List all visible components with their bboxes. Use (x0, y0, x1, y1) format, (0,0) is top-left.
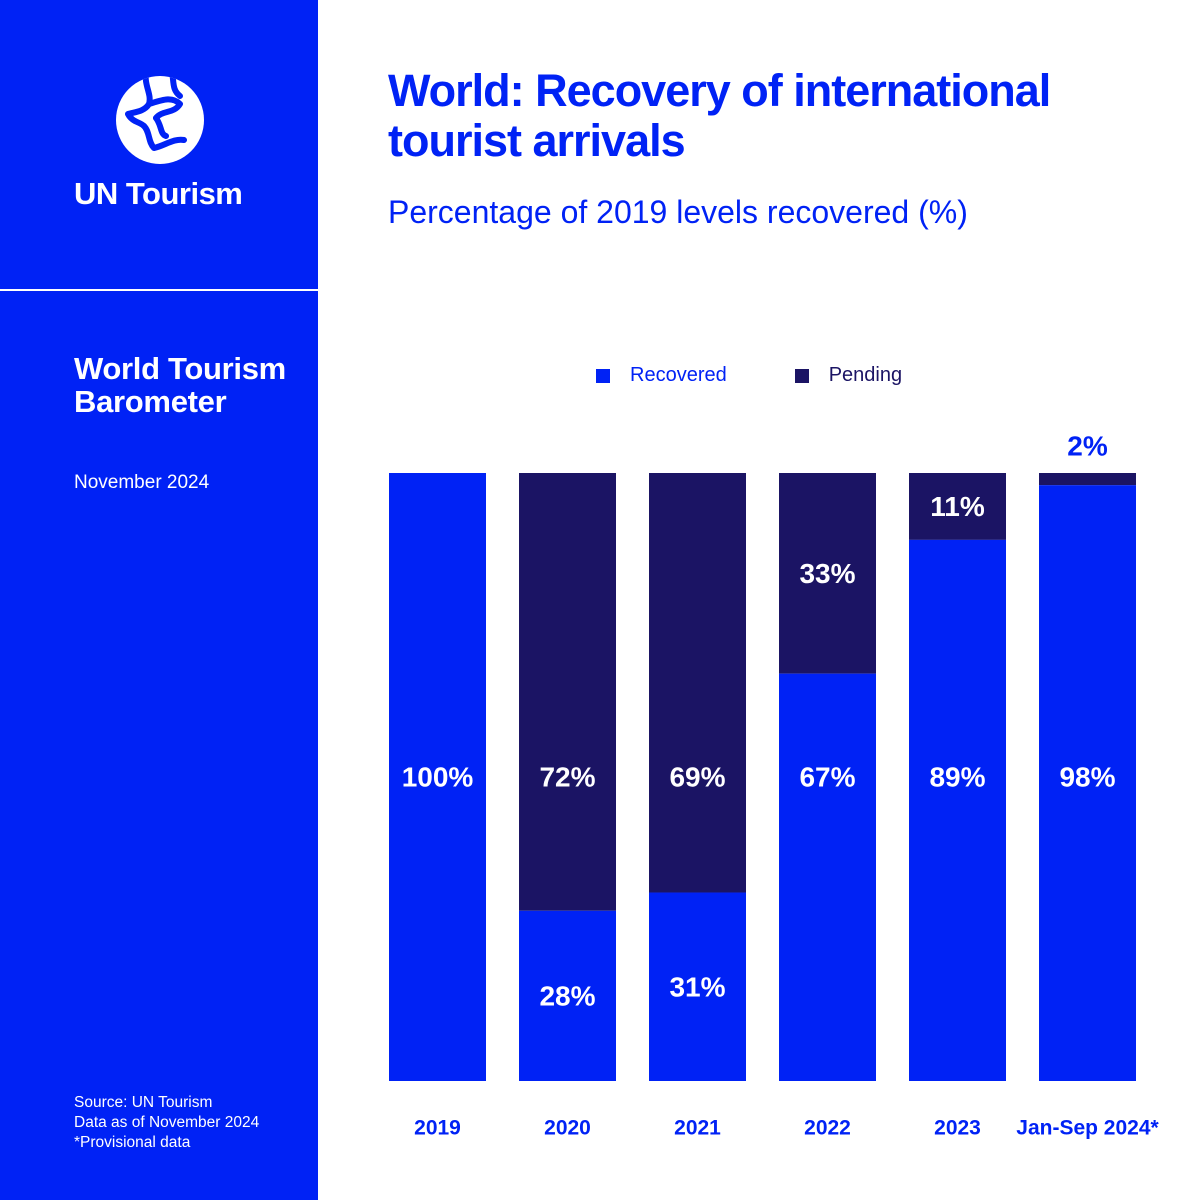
data-label-recovered-3: 31% (669, 971, 725, 1002)
bar-recovered-2 (519, 910, 616, 1081)
x-tick-label-6: Jan-Sep 2024* (1016, 1117, 1159, 1140)
data-label-recovered-1: 100% (402, 762, 474, 793)
bar-pending-5 (909, 473, 1006, 540)
data-label-pending-2: 72% (539, 762, 595, 793)
data-label-recovered-2: 28% (539, 980, 595, 1011)
footnote-source: Source: UN Tourism (74, 1094, 213, 1111)
data-label-pending-6: 2% (1067, 431, 1108, 462)
bar-recovered-3 (649, 892, 746, 1081)
x-tick-label-2: 2020 (544, 1117, 591, 1140)
legend-item-pending: Pending (794, 364, 903, 387)
data-label-recovered-5: 89% (929, 762, 985, 793)
bar-recovered-6 (1039, 485, 1136, 1081)
data-label-recovered-6: 98% (1059, 762, 1115, 793)
bar-recovered-5 (909, 539, 1006, 1081)
data-label-pending-3: 69% (669, 762, 725, 793)
brand-name: UN Tourism (74, 176, 243, 211)
legend-swatch-pending (794, 368, 809, 383)
bar-pending-3 (649, 473, 746, 893)
data-label-pending-5: 11% (930, 491, 985, 522)
footnote-data-date: Data as of November 2024 (74, 1114, 260, 1131)
bar-recovered-1 (389, 473, 486, 1081)
bar-pending-6 (1039, 473, 1136, 486)
data-label-recovered-4: 67% (799, 762, 855, 793)
chart-title: World: Recovery of international tourist… (388, 65, 1051, 166)
legend-label-recovered: Recovered (630, 364, 727, 386)
footnotes: Source: UN Tourism Data as of November 2… (74, 1093, 259, 1153)
legend-item-recovered: Recovered (596, 364, 727, 387)
legend-label-pending: Pending (828, 364, 903, 386)
x-tick-label-5: 2023 (934, 1117, 981, 1140)
report-title: World Tourism Barometer (74, 351, 286, 419)
x-tick-label-4: 2022 (804, 1117, 851, 1140)
bar-recovered-4 (779, 673, 876, 1081)
header-divider (0, 289, 1200, 291)
sidebar: UN Tourism World Tourism Barometer Novem… (0, 0, 318, 1200)
chart-legend: Recovered Pending (596, 364, 902, 387)
bar-pending-2 (519, 473, 616, 911)
data-label-pending-4: 33% (799, 558, 855, 589)
report-date: November 2024 (74, 472, 210, 493)
bar-pending-4 (779, 473, 876, 674)
chart-subtitle: Percentage of 2019 levels recovered (%) (388, 194, 968, 230)
footnote-provisional: *Provisional data (74, 1134, 191, 1151)
un-tourism-logo-icon (116, 76, 204, 164)
legend-swatch-recovered (596, 368, 610, 383)
x-tick-label-3: 2021 (674, 1117, 721, 1140)
x-tick-label-1: 2019 (414, 1117, 461, 1140)
